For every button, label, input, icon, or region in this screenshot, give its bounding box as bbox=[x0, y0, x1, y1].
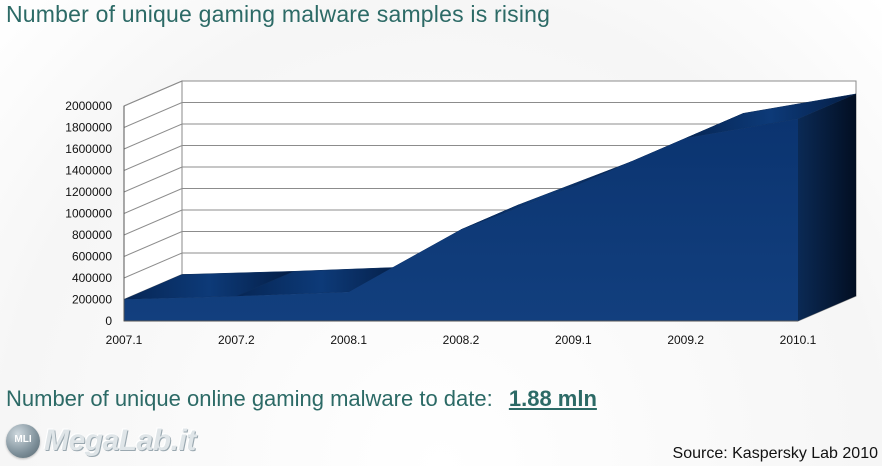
gridline bbox=[123, 102, 856, 128]
gridline bbox=[123, 80, 856, 107]
y-tick-label: 1800000 bbox=[65, 121, 112, 135]
logo-badge-icon: MLI bbox=[6, 424, 40, 458]
logo-wordmark: MegaLab.it bbox=[44, 424, 196, 457]
y-tick-label: 1400000 bbox=[65, 164, 112, 178]
y-tick-label: 200000 bbox=[72, 293, 112, 307]
y-tick-label: 600000 bbox=[72, 250, 112, 264]
x-tick-label: 2009.2 bbox=[667, 333, 704, 347]
x-tick-label: 2007.2 bbox=[218, 333, 255, 347]
x-tick-label: 2008.2 bbox=[443, 333, 480, 347]
gridline bbox=[123, 145, 856, 171]
summary-value[interactable]: 1.88 mln bbox=[508, 386, 597, 411]
y-tick-label: 1600000 bbox=[65, 142, 112, 156]
gridline bbox=[123, 123, 856, 150]
y-tick-label: 0 bbox=[105, 314, 112, 328]
data-series bbox=[123, 93, 857, 322]
summary-label: Number of unique online gaming malware t… bbox=[6, 386, 493, 411]
megalab-logo: MLI MegaLab.it bbox=[2, 420, 196, 466]
y-axis: 0 200000 400000 600000 800000 1000000 1200000 1… bbox=[65, 99, 125, 328]
area-chart: 0 200000 400000 600000 800000 1000000 1200000 1… bbox=[65, 80, 857, 347]
x-axis: 2007.1 2007.2 2008.1 2008.2 2009.1 2009.2 2010… bbox=[106, 320, 817, 347]
y-tick-label: 2000000 bbox=[65, 99, 112, 113]
y-tick-label: 800000 bbox=[72, 228, 112, 242]
y-tick-label: 400000 bbox=[72, 271, 112, 285]
chart-title: Number of unique gaming malware samples … bbox=[6, 1, 551, 27]
x-tick-label: 2010.1 bbox=[780, 333, 817, 347]
source-note: Source: Kaspersky Lab 2010 bbox=[672, 445, 878, 462]
area-front-face bbox=[124, 118, 798, 322]
x-tick-label: 2009.1 bbox=[555, 333, 592, 347]
y-tick-label: 1200000 bbox=[65, 185, 112, 199]
x-tick-label: 2008.1 bbox=[330, 333, 367, 347]
x-tick-label: 2007.1 bbox=[106, 333, 143, 347]
y-tick-label: 1000000 bbox=[65, 207, 112, 221]
area-side-face bbox=[798, 93, 856, 322]
summary-line: Number of unique online gaming malware t… bbox=[6, 386, 597, 412]
